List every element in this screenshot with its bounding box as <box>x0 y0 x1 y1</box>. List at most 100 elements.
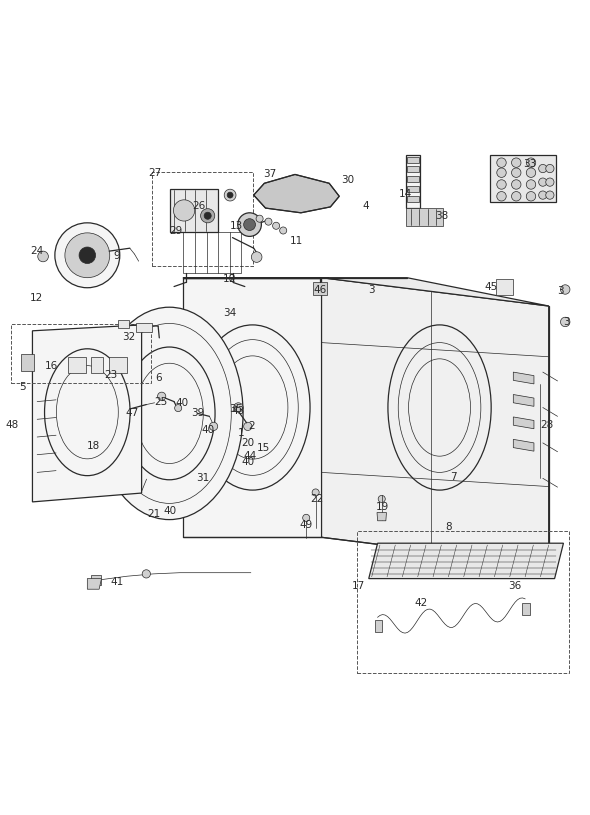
Polygon shape <box>522 603 530 615</box>
Polygon shape <box>375 620 382 632</box>
Polygon shape <box>407 156 419 163</box>
Text: 3: 3 <box>368 284 375 294</box>
Polygon shape <box>407 165 419 171</box>
Text: 40: 40 <box>163 506 176 516</box>
Circle shape <box>560 284 570 294</box>
Ellipse shape <box>123 347 215 480</box>
Circle shape <box>175 404 182 412</box>
Polygon shape <box>513 439 534 452</box>
Polygon shape <box>91 575 101 584</box>
Circle shape <box>79 247 96 263</box>
Text: 42: 42 <box>414 598 427 608</box>
Polygon shape <box>254 174 339 213</box>
Polygon shape <box>322 278 549 566</box>
Circle shape <box>497 180 506 189</box>
Circle shape <box>38 251 48 262</box>
Circle shape <box>224 189 236 201</box>
Text: 5: 5 <box>19 382 26 392</box>
Text: 38: 38 <box>435 211 448 221</box>
Polygon shape <box>407 176 419 182</box>
Text: 3: 3 <box>563 317 570 327</box>
Circle shape <box>265 218 272 225</box>
Circle shape <box>497 192 506 201</box>
Text: 25: 25 <box>155 397 168 407</box>
Circle shape <box>560 317 570 327</box>
Text: 37: 37 <box>264 170 277 179</box>
Text: 23: 23 <box>104 370 117 380</box>
Text: 28: 28 <box>540 421 553 430</box>
Circle shape <box>546 165 554 173</box>
Text: 32: 32 <box>122 332 135 341</box>
Polygon shape <box>313 283 327 295</box>
Polygon shape <box>118 320 129 328</box>
Circle shape <box>546 191 554 199</box>
Polygon shape <box>109 357 127 373</box>
Text: 18: 18 <box>87 441 100 451</box>
Circle shape <box>273 222 280 229</box>
Circle shape <box>142 570 150 578</box>
Polygon shape <box>136 323 152 332</box>
Polygon shape <box>407 196 419 202</box>
Circle shape <box>526 180 536 189</box>
Circle shape <box>497 168 506 178</box>
Circle shape <box>238 213 261 236</box>
Text: 44: 44 <box>243 451 256 460</box>
Polygon shape <box>21 355 34 371</box>
Circle shape <box>497 158 506 167</box>
Polygon shape <box>513 394 534 407</box>
Circle shape <box>303 514 310 522</box>
Ellipse shape <box>195 325 310 490</box>
Text: 30: 30 <box>342 175 355 185</box>
Circle shape <box>244 218 255 231</box>
Bar <box>11 324 151 383</box>
Text: 14: 14 <box>399 189 412 199</box>
Polygon shape <box>91 357 103 373</box>
Text: 21: 21 <box>147 509 160 518</box>
Circle shape <box>512 192 521 201</box>
Circle shape <box>251 252 262 262</box>
Circle shape <box>539 191 547 199</box>
Circle shape <box>526 158 536 167</box>
Text: 20: 20 <box>241 438 254 448</box>
Circle shape <box>209 422 218 430</box>
Polygon shape <box>407 187 419 192</box>
Text: 47: 47 <box>125 408 138 418</box>
Circle shape <box>280 227 287 234</box>
Text: 2: 2 <box>248 421 255 431</box>
Text: 45: 45 <box>485 281 498 292</box>
Ellipse shape <box>388 325 491 490</box>
Circle shape <box>546 178 554 187</box>
Circle shape <box>158 392 166 400</box>
Text: 40: 40 <box>175 398 188 408</box>
Text: 39: 39 <box>191 408 204 418</box>
Text: 49: 49 <box>299 521 312 531</box>
Polygon shape <box>513 372 534 384</box>
Text: 41: 41 <box>110 576 123 587</box>
Text: 43: 43 <box>232 406 245 416</box>
Polygon shape <box>513 417 534 429</box>
Text: 33: 33 <box>523 159 536 169</box>
Polygon shape <box>406 208 442 226</box>
Text: 8: 8 <box>445 522 452 531</box>
Text: 24: 24 <box>30 246 43 256</box>
Polygon shape <box>183 278 549 306</box>
Text: 40: 40 <box>202 425 215 435</box>
Text: 13: 13 <box>230 221 242 231</box>
Text: 19: 19 <box>376 501 389 512</box>
Text: 26: 26 <box>192 200 205 211</box>
Ellipse shape <box>96 307 243 520</box>
Circle shape <box>201 209 215 222</box>
Text: 46: 46 <box>314 284 327 294</box>
Text: 6: 6 <box>155 373 162 383</box>
Text: 1: 1 <box>237 429 244 438</box>
Bar <box>357 531 569 673</box>
Polygon shape <box>369 544 563 579</box>
Polygon shape <box>490 155 556 202</box>
Text: 11: 11 <box>290 236 303 245</box>
Polygon shape <box>377 513 386 521</box>
Polygon shape <box>183 278 322 537</box>
Text: 4: 4 <box>362 200 369 211</box>
Circle shape <box>256 215 263 222</box>
Circle shape <box>312 489 319 496</box>
Circle shape <box>378 496 385 503</box>
